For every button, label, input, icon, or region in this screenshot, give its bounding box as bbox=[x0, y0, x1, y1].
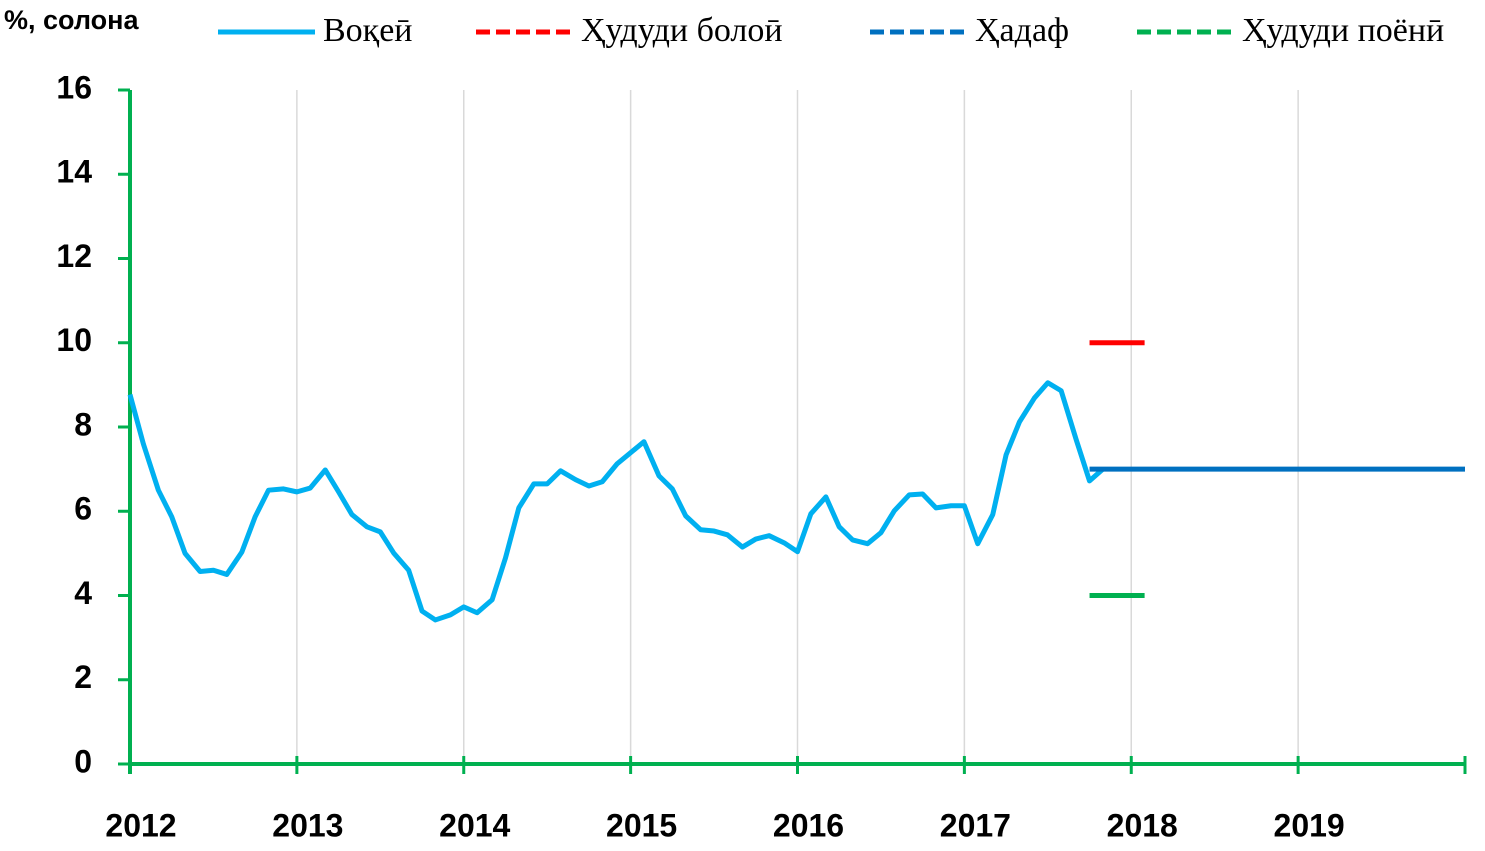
y-tick-label: 0 bbox=[74, 743, 92, 779]
x-tick-label: 2016 bbox=[773, 807, 844, 843]
x-tick-label: 2018 bbox=[1107, 807, 1178, 843]
y-tick-label: 6 bbox=[74, 491, 92, 527]
y-tick-label: 8 bbox=[74, 406, 92, 442]
y-tick-label: 16 bbox=[56, 69, 92, 105]
y-tick-label: 12 bbox=[56, 238, 92, 274]
x-tick-label: 2012 bbox=[105, 807, 176, 843]
chart-title: %, солона bbox=[4, 5, 139, 35]
y-tick-label: 2 bbox=[74, 659, 92, 695]
legend-label: Воқеӣ bbox=[323, 12, 412, 49]
y-tick-label: 14 bbox=[56, 154, 92, 190]
x-tick-label: 2013 bbox=[272, 807, 343, 843]
x-tick-label: 2017 bbox=[940, 807, 1011, 843]
x-tick-label: 2015 bbox=[606, 807, 677, 843]
legend-label: Ҳадаф bbox=[975, 12, 1069, 49]
y-tick-label: 4 bbox=[74, 575, 92, 611]
x-tick-label: 2014 bbox=[439, 807, 510, 843]
legend-label: Ҳудуди поёнӣ bbox=[1242, 12, 1444, 49]
legend-label: Ҳудуди болоӣ bbox=[581, 12, 783, 49]
x-tick-label: 2019 bbox=[1274, 807, 1345, 843]
y-tick-label: 10 bbox=[56, 322, 92, 358]
line bbox=[127, 380, 1105, 623]
